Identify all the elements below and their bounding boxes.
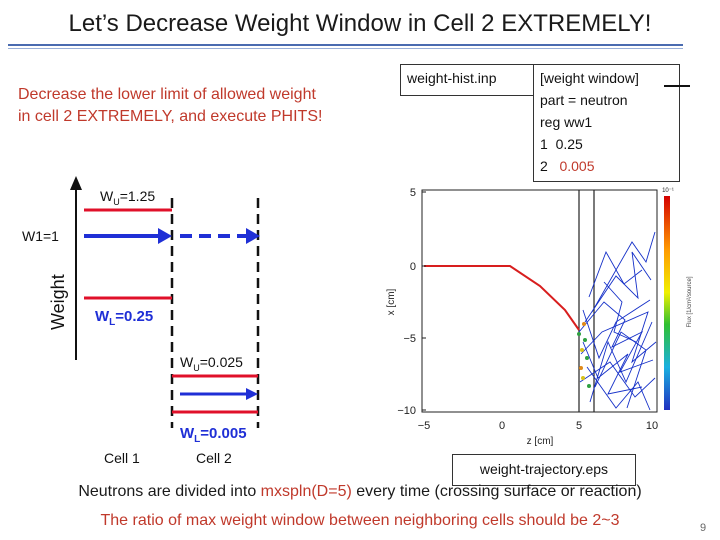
incoming-trajectory bbox=[424, 265, 580, 331]
weight-window-row-2: 2 0.005 bbox=[540, 158, 595, 174]
plot-ytick-0: 0 bbox=[410, 261, 416, 273]
wl1-label: WL=0.25 bbox=[95, 308, 154, 328]
weight-window-section: [weight window] bbox=[540, 70, 639, 86]
weight-window-reg: reg ww1 bbox=[540, 114, 593, 130]
plot-ytick-minus5: −5 bbox=[403, 333, 416, 345]
title-rule bbox=[8, 44, 683, 46]
w1-label: W1=1 bbox=[22, 228, 59, 244]
page-number: 9 bbox=[700, 522, 707, 534]
wu1-label: WU=1.25 bbox=[100, 188, 156, 207]
weight-window-diagram bbox=[70, 176, 260, 428]
colorbar bbox=[664, 196, 670, 410]
weight-window-box: [weight window] part = neutron reg ww1 1… bbox=[533, 64, 680, 182]
weight-axis-arrowhead bbox=[70, 176, 82, 190]
wl2-label: WL=0.005 bbox=[180, 425, 247, 445]
slide-title: Let’s Decrease Weight Window in Cell 2 E… bbox=[68, 10, 652, 37]
scattered-tracks bbox=[578, 231, 657, 411]
lead-line-2: in cell 2 EXTREMELY, and execute PHITS! bbox=[18, 108, 323, 125]
trajectory-plot: 5 0 −5 −10 −5 0 5 10 x [cm] z [cm] 10⁻¹ … bbox=[386, 187, 693, 447]
split-weight-arrow-head bbox=[246, 388, 258, 400]
footer-line-2: The ratio of max weight window between n… bbox=[100, 512, 620, 529]
lead-line-1: Decrease the lower limit of allowed weig… bbox=[18, 86, 316, 103]
footer-line-1: Neutrons are divided into mxspln(D=5) ev… bbox=[78, 483, 642, 500]
weight-window-row-1: 1 0.25 bbox=[540, 136, 583, 152]
output-file-name: weight-trajectory.eps bbox=[452, 454, 636, 486]
mxspln-param: mxspln(D=5) bbox=[260, 483, 352, 500]
input-file-name: weight-hist.inp bbox=[400, 64, 538, 96]
box-connector-line bbox=[664, 85, 690, 87]
cell1-label: Cell 1 bbox=[104, 450, 140, 466]
plot-xtick-0: 0 bbox=[499, 420, 505, 432]
plot-xtick-minus5: −5 bbox=[418, 420, 431, 432]
lead-text: Decrease the lower limit of allowed weig… bbox=[18, 84, 388, 128]
colorbar-top-label: 10⁻¹ bbox=[662, 188, 674, 194]
plot-yticks bbox=[422, 191, 426, 411]
plot-ytick-5: 5 bbox=[410, 187, 416, 199]
plot-ytick-minus10: −10 bbox=[397, 405, 416, 417]
plot-xtick-10: 10 bbox=[646, 420, 658, 432]
plot-xlabel: z [cm] bbox=[527, 436, 554, 447]
weight-arrow-cell2-head bbox=[246, 228, 260, 244]
weight-arrow-cell1-head bbox=[158, 228, 172, 244]
colorbar-label: Flux [1/cm²/source] bbox=[687, 276, 693, 327]
plot-xtick-5: 5 bbox=[576, 420, 582, 432]
title-rule-thin bbox=[8, 48, 683, 49]
plot-ylabel: x [cm] bbox=[386, 288, 397, 315]
collision-points bbox=[577, 322, 591, 388]
cell2-label: Cell 2 bbox=[196, 450, 232, 466]
wu2-label: WU=0.025 bbox=[180, 354, 243, 373]
weight-axis-label: Weight bbox=[48, 274, 68, 330]
weight-window-part: part = neutron bbox=[540, 92, 628, 108]
